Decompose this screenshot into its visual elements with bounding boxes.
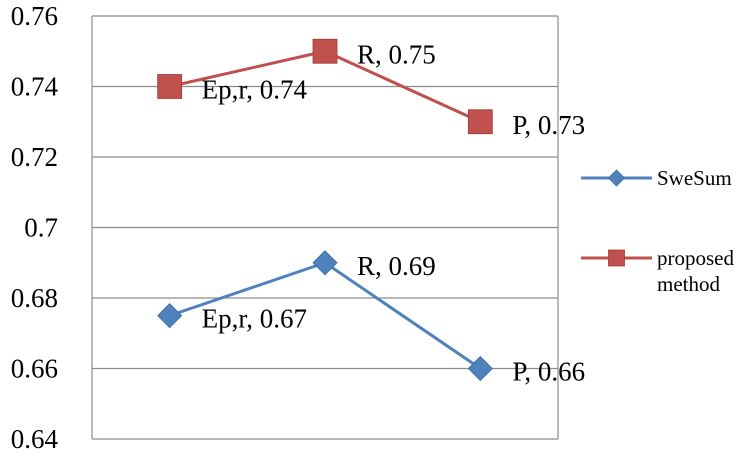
y-tick-label: 0.66 — [11, 354, 58, 384]
data-label-swesum: R, 0.69 — [357, 251, 436, 281]
legend-item-proposed-method: proposed method — [581, 246, 734, 296]
legend-label: proposed method — [657, 246, 734, 296]
legend: SweSum proposed method — [581, 166, 734, 296]
data-point-swesum — [467, 355, 493, 382]
legend-marker — [607, 169, 626, 187]
data-labels: Ep,r, 0.67 R, 0.69 P, 0.66 Ep,r, 0.74 R, 0.7… — [202, 39, 585, 386]
data-label-proposed-method: P, 0.73 — [512, 110, 585, 140]
data-point-proposed-method — [467, 109, 493, 135]
y-tick-label: 0.64 — [11, 424, 59, 454]
data-point-swesum — [312, 250, 338, 276]
y-tick-label: 0.7 — [24, 213, 58, 243]
data-label-proposed-method: Ep,r, 0.74 — [202, 75, 308, 105]
y-axis-ticks: 0.64 0.66 0.68 0.7 0.72 0.74 0.76 — [11, 1, 59, 454]
y-tick-label: 0.76 — [11, 1, 58, 31]
data-label-swesum: Ep,r, 0.67 — [202, 304, 307, 334]
series-layer — [157, 38, 493, 382]
y-tick-label: 0.74 — [11, 72, 59, 102]
y-tick-label: 0.68 — [11, 283, 58, 313]
data-label-proposed-method: R, 0.75 — [357, 39, 436, 69]
y-tick-label: 0.72 — [11, 142, 58, 172]
data-point-swesum — [157, 303, 183, 329]
data-point-proposed-method — [312, 38, 338, 64]
legend-marker — [608, 249, 625, 267]
data-point-proposed-method — [157, 74, 183, 99]
data-label-swesum: P, 0.66 — [512, 357, 585, 387]
legend-label: SweSum — [657, 166, 732, 190]
legend-item-swesum: SweSum — [581, 166, 732, 190]
